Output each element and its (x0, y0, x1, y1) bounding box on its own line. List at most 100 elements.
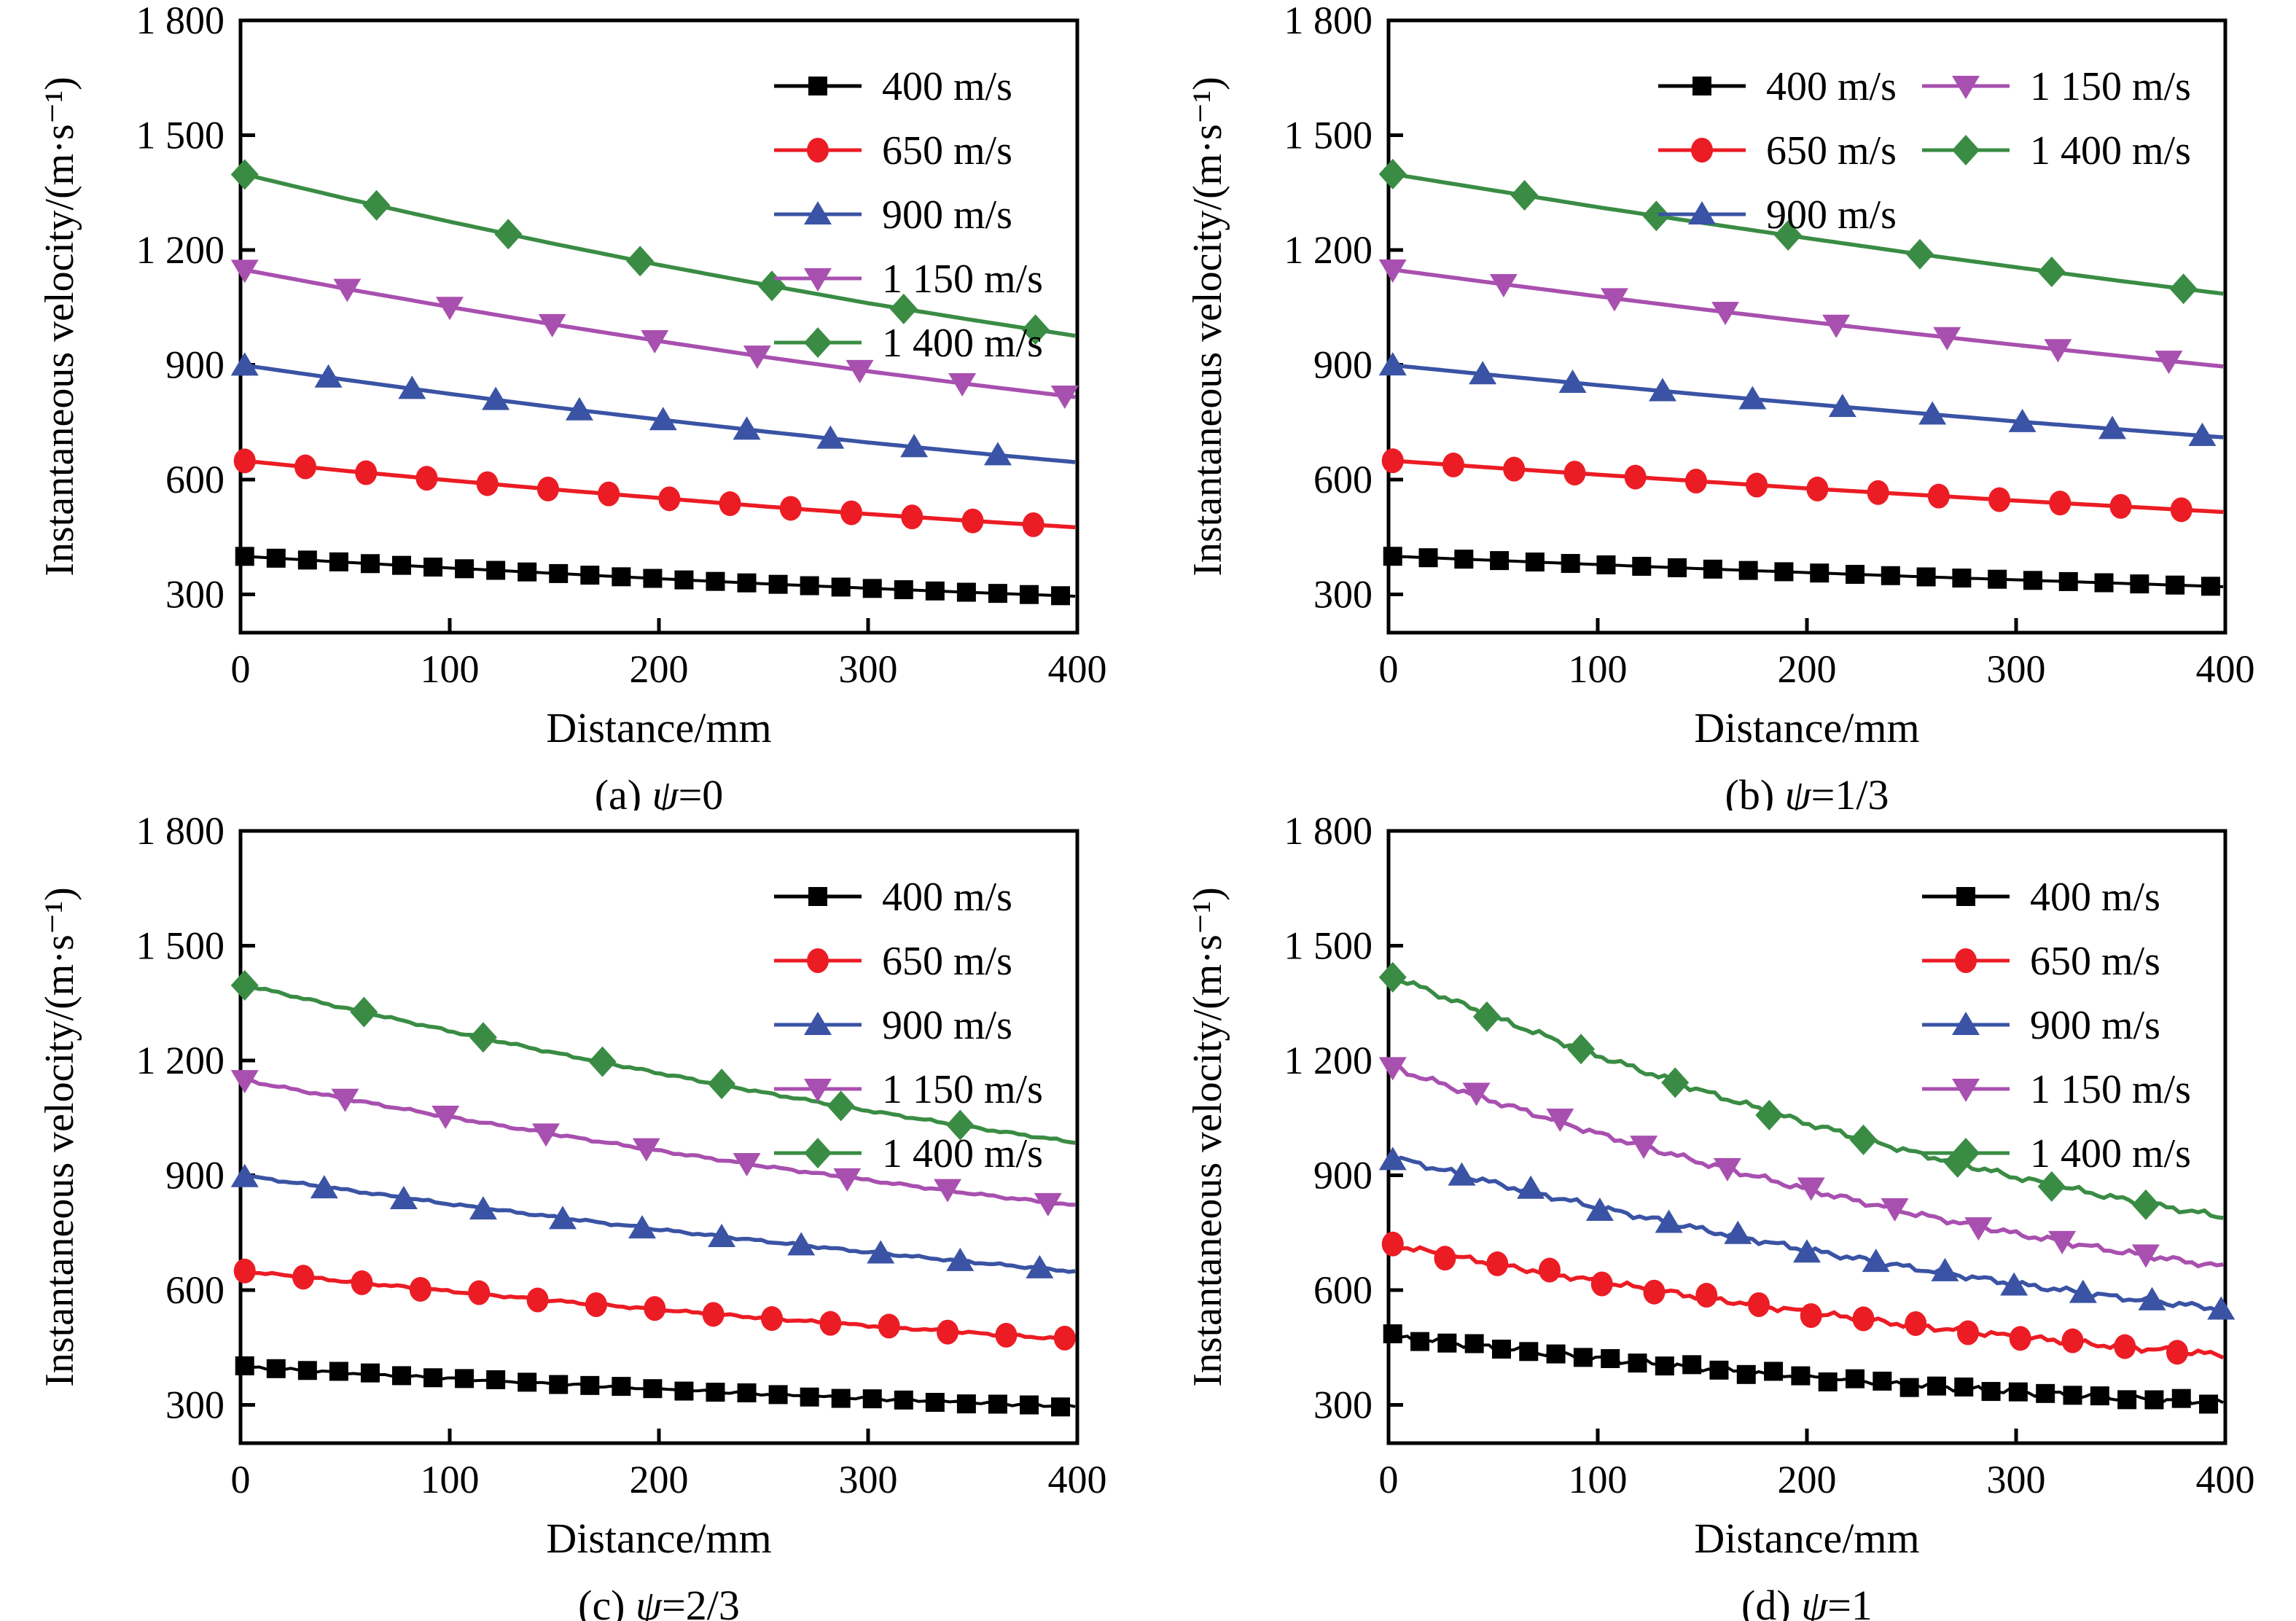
series-900-m/s (1378, 1147, 2236, 1320)
legend-entry: 650 m/s (774, 939, 1012, 984)
chart-panel-c: 300 600 900 1 200 1 500 1 800 0 100 200 300 400 400… (37, 810, 1107, 1621)
legend-label: 650 m/s (882, 128, 1012, 173)
x-axis-ticks: 0 100 200 300 400 (231, 618, 1107, 691)
x-tick-label: 400 (2196, 1458, 2255, 1501)
y-axis-title: Instantaneous velocity/(m·s⁻¹) (37, 77, 82, 577)
legend-label: 900 m/s (1766, 192, 1897, 238)
legend-label: 900 m/s (2030, 1003, 2160, 1048)
legend-entry: 1 400 m/s (1922, 128, 2191, 173)
legend-label: 650 m/s (1766, 128, 1897, 173)
y-tick-label: 600 (1313, 1268, 1372, 1312)
y-tick-label: 1 800 (1284, 810, 1373, 853)
chart-panel-b: 300 600 900 1 200 1 500 1 800 0 100 200 300 400 400… (1185, 0, 2255, 810)
y-axis-ticks: 300 600 900 1 200 1 500 1 800 (136, 810, 255, 1427)
y-tick-label: 900 (165, 1154, 224, 1198)
x-tick-label: 200 (630, 647, 689, 691)
legend-entry: 1 400 m/s (774, 321, 1043, 366)
series-line (240, 982, 1076, 1145)
y-axis-title: Instantaneous velocity/(m·s⁻¹) (37, 887, 82, 1387)
legend-entry: 900 m/s (774, 1003, 1012, 1048)
y-axis-ticks: 300 600 900 1 200 1 500 1 800 (136, 0, 255, 617)
x-tick-label: 0 (231, 647, 251, 691)
x-tick-label: 0 (1379, 1458, 1399, 1501)
series-line (240, 1077, 1076, 1207)
y-axis-ticks: 300 600 900 1 200 1 500 1 800 (1284, 810, 1403, 1427)
y-tick-label: 1 800 (136, 810, 225, 853)
legend-label: 400 m/s (882, 64, 1012, 109)
series-650-m/s (233, 1258, 1076, 1351)
legend-label: 1 400 m/s (2030, 1131, 2191, 1176)
series-1-150-m/s (230, 259, 1079, 410)
series-line (1388, 973, 2224, 1220)
series-400-m/s (1383, 547, 2224, 596)
legend-label: 1 150 m/s (2030, 1067, 2191, 1112)
legend-entry: 900 m/s (1658, 192, 1897, 238)
x-tick-label: 100 (421, 1458, 480, 1501)
legend-entry: 400 m/s (774, 875, 1012, 920)
series-900-m/s (1378, 352, 2224, 446)
series-1-400-m/s (1378, 158, 2224, 305)
x-tick-label: 200 (630, 1458, 689, 1501)
y-tick-label: 1 500 (1284, 924, 1373, 968)
legend-label: 400 m/s (1766, 64, 1897, 109)
legend-label: 1 150 m/s (882, 257, 1043, 302)
y-tick-label: 600 (165, 458, 224, 501)
legend-label: 1 400 m/s (882, 1131, 1043, 1176)
y-axis-ticks: 300 600 900 1 200 1 500 1 800 (1284, 0, 1403, 617)
x-axis-ticks: 0 100 200 300 400 (1379, 618, 2255, 691)
series-line (1388, 458, 2224, 515)
y-tick-label: 1 500 (1284, 114, 1373, 157)
series-650-m/s (1381, 448, 2224, 523)
series-900-m/s (230, 352, 1076, 466)
x-axis-ticks: 0 100 200 300 400 (1379, 1429, 2255, 1501)
y-tick-label: 1 800 (136, 0, 225, 42)
legend-label: 900 m/s (882, 192, 1012, 238)
y-tick-label: 300 (165, 573, 224, 617)
series-400-m/s (235, 547, 1076, 606)
series-1-150-m/s (230, 1070, 1076, 1216)
legend-entry: 400 m/s (1922, 875, 2160, 920)
x-axis-title: Distance/mm (1694, 1515, 1919, 1562)
y-tick-label: 300 (1313, 573, 1372, 617)
x-tick-label: 0 (231, 1458, 251, 1501)
x-tick-label: 300 (1987, 1458, 2046, 1501)
y-tick-label: 300 (1313, 1383, 1372, 1427)
panel-caption: (d) ψ=1 (1741, 1582, 1873, 1621)
legend-label: 1 400 m/s (2030, 128, 2191, 173)
legend-entry: 1 150 m/s (1922, 64, 2191, 109)
legend-entry: 1 400 m/s (1922, 1131, 2191, 1176)
y-tick-label: 1 800 (1284, 0, 1373, 42)
x-tick-label: 300 (839, 1458, 898, 1501)
x-axis-title: Distance/mm (1694, 704, 1919, 751)
legend-label: 1 150 m/s (2030, 64, 2191, 109)
legend: 400 m/s 650 m/s 900 m/s 1 150 m/s 1 400 m/s (1922, 875, 2191, 1176)
x-tick-label: 100 (421, 647, 480, 691)
series-650-m/s (1381, 1231, 2225, 1365)
panel-caption: (c) ψ=2/3 (578, 1582, 740, 1621)
x-tick-label: 100 (1569, 647, 1628, 691)
panel-d: 300 600 900 1 200 1 500 1 800 0 100 200 300 400 400… (1148, 810, 2296, 1621)
legend: 400 m/s 650 m/s 900 m/s 1 150 m/s 1 400 m/s (774, 64, 1043, 366)
series-1-400-m/s (230, 159, 1076, 345)
y-tick-label: 900 (1313, 1154, 1372, 1198)
axes (1386, 18, 2227, 635)
series-400-m/s (1383, 1324, 2224, 1414)
y-tick-label: 1 200 (1284, 228, 1373, 272)
legend-entry: 1 400 m/s (774, 1131, 1043, 1176)
y-tick-label: 900 (1313, 343, 1372, 387)
legend-entry: 650 m/s (1658, 128, 1897, 173)
x-tick-label: 300 (1987, 647, 2046, 691)
y-tick-label: 1 200 (136, 228, 225, 272)
x-axis-title: Distance/mm (546, 1515, 771, 1562)
y-tick-label: 1 500 (136, 114, 225, 157)
x-tick-label: 200 (1778, 1458, 1837, 1501)
legend: 400 m/s 650 m/s 900 m/s 1 150 m/s 1 400 m/s (1658, 64, 2191, 238)
legend-entry: 400 m/s (774, 64, 1012, 109)
legend-entry: 900 m/s (1922, 1003, 2160, 1048)
legend-label: 650 m/s (2030, 939, 2160, 984)
x-tick-label: 200 (1778, 647, 1837, 691)
y-tick-label: 900 (165, 343, 224, 387)
series-1-150-m/s (1378, 259, 2224, 375)
x-tick-label: 400 (1048, 1458, 1107, 1501)
